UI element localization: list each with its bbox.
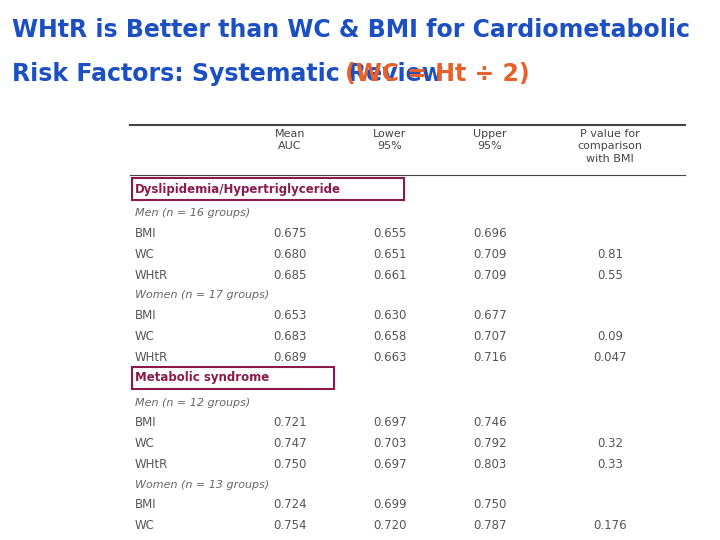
Text: 0.803: 0.803 xyxy=(473,458,507,471)
Text: 0.750: 0.750 xyxy=(473,498,507,511)
Text: 0.663: 0.663 xyxy=(373,351,407,364)
Text: BMI: BMI xyxy=(135,309,157,322)
Text: 0.721: 0.721 xyxy=(273,416,307,429)
FancyBboxPatch shape xyxy=(132,178,404,200)
Text: 0.707: 0.707 xyxy=(473,330,507,343)
Text: 0.697: 0.697 xyxy=(373,416,407,429)
Text: BMI: BMI xyxy=(135,227,157,240)
Text: P value for
comparison
with BMI: P value for comparison with BMI xyxy=(577,129,642,164)
Text: 0.55: 0.55 xyxy=(597,269,623,282)
Text: 0.658: 0.658 xyxy=(373,330,407,343)
Text: WHtR: WHtR xyxy=(135,269,168,282)
Text: 0.724: 0.724 xyxy=(273,498,307,511)
Text: 0.32: 0.32 xyxy=(597,437,623,450)
Text: 0.792: 0.792 xyxy=(473,437,507,450)
Text: 0.661: 0.661 xyxy=(373,269,407,282)
Text: 0.630: 0.630 xyxy=(373,309,407,322)
Text: 0.696: 0.696 xyxy=(473,227,507,240)
Text: 0.689: 0.689 xyxy=(274,351,307,364)
Text: Metabolic syndrome: Metabolic syndrome xyxy=(135,372,269,384)
Text: BMI: BMI xyxy=(135,416,157,429)
Text: 0.754: 0.754 xyxy=(274,519,307,532)
Text: Lower
95%: Lower 95% xyxy=(373,129,407,151)
Text: 0.655: 0.655 xyxy=(373,227,407,240)
Text: WC: WC xyxy=(135,437,155,450)
Text: 0.675: 0.675 xyxy=(274,227,307,240)
Text: Upper
95%: Upper 95% xyxy=(473,129,507,151)
Text: Men (n = 12 groups): Men (n = 12 groups) xyxy=(135,397,251,408)
Text: 0.746: 0.746 xyxy=(473,416,507,429)
Text: 0.81: 0.81 xyxy=(597,248,623,261)
Text: Mean
AUC: Mean AUC xyxy=(275,129,305,151)
Text: WC: WC xyxy=(135,519,155,532)
Text: 0.720: 0.720 xyxy=(373,519,407,532)
Text: WC: WC xyxy=(135,330,155,343)
Text: 0.09: 0.09 xyxy=(597,330,623,343)
Text: 0.703: 0.703 xyxy=(373,437,407,450)
Text: 0.683: 0.683 xyxy=(274,330,307,343)
Text: 0.685: 0.685 xyxy=(274,269,307,282)
Text: 0.709: 0.709 xyxy=(473,248,507,261)
Text: 0.677: 0.677 xyxy=(473,309,507,322)
Text: 0.750: 0.750 xyxy=(274,458,307,471)
Text: Women (n = 17 groups): Women (n = 17 groups) xyxy=(135,291,269,300)
Text: 0.709: 0.709 xyxy=(473,269,507,282)
Text: 0.747: 0.747 xyxy=(273,437,307,450)
Text: 0.33: 0.33 xyxy=(597,458,623,471)
Text: 0.697: 0.697 xyxy=(373,458,407,471)
Text: WHtR: WHtR xyxy=(135,458,168,471)
Text: WHtR: WHtR xyxy=(135,351,168,364)
Text: 0.787: 0.787 xyxy=(473,519,507,532)
Text: 0.699: 0.699 xyxy=(373,498,407,511)
Text: 0.653: 0.653 xyxy=(274,309,307,322)
Text: Men (n = 16 groups): Men (n = 16 groups) xyxy=(135,208,251,219)
Text: 0.680: 0.680 xyxy=(274,248,307,261)
Text: (WC = Ht ÷ 2): (WC = Ht ÷ 2) xyxy=(345,62,530,86)
Text: WC: WC xyxy=(135,248,155,261)
Text: 0.176: 0.176 xyxy=(593,519,627,532)
Text: Women (n = 13 groups): Women (n = 13 groups) xyxy=(135,480,269,489)
Text: 0.047: 0.047 xyxy=(593,351,626,364)
Text: Dyslipidemia/Hypertriglyceride: Dyslipidemia/Hypertriglyceride xyxy=(135,183,341,195)
Text: 0.651: 0.651 xyxy=(373,248,407,261)
Text: 0.716: 0.716 xyxy=(473,351,507,364)
Text: WHtR is Better than WC & BMI for Cardiometabolic: WHtR is Better than WC & BMI for Cardiom… xyxy=(12,18,690,42)
FancyBboxPatch shape xyxy=(132,367,334,389)
Text: BMI: BMI xyxy=(135,498,157,511)
Text: Risk Factors: Systematic Review: Risk Factors: Systematic Review xyxy=(12,62,451,86)
